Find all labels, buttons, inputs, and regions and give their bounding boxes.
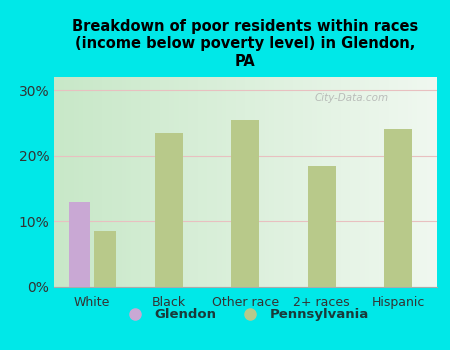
Bar (308, 166, 336, 287)
Bar (384, 130, 412, 287)
Bar (94, 231, 116, 287)
Text: City-Data.com: City-Data.com (314, 93, 388, 103)
Bar (231, 120, 259, 287)
Bar (69, 202, 90, 287)
Legend: Glendon, Pennsylvania: Glendon, Pennsylvania (117, 303, 374, 327)
Bar (155, 133, 183, 287)
Title: Breakdown of poor residents within races
(income below poverty level) in Glendon: Breakdown of poor residents within races… (72, 19, 418, 69)
